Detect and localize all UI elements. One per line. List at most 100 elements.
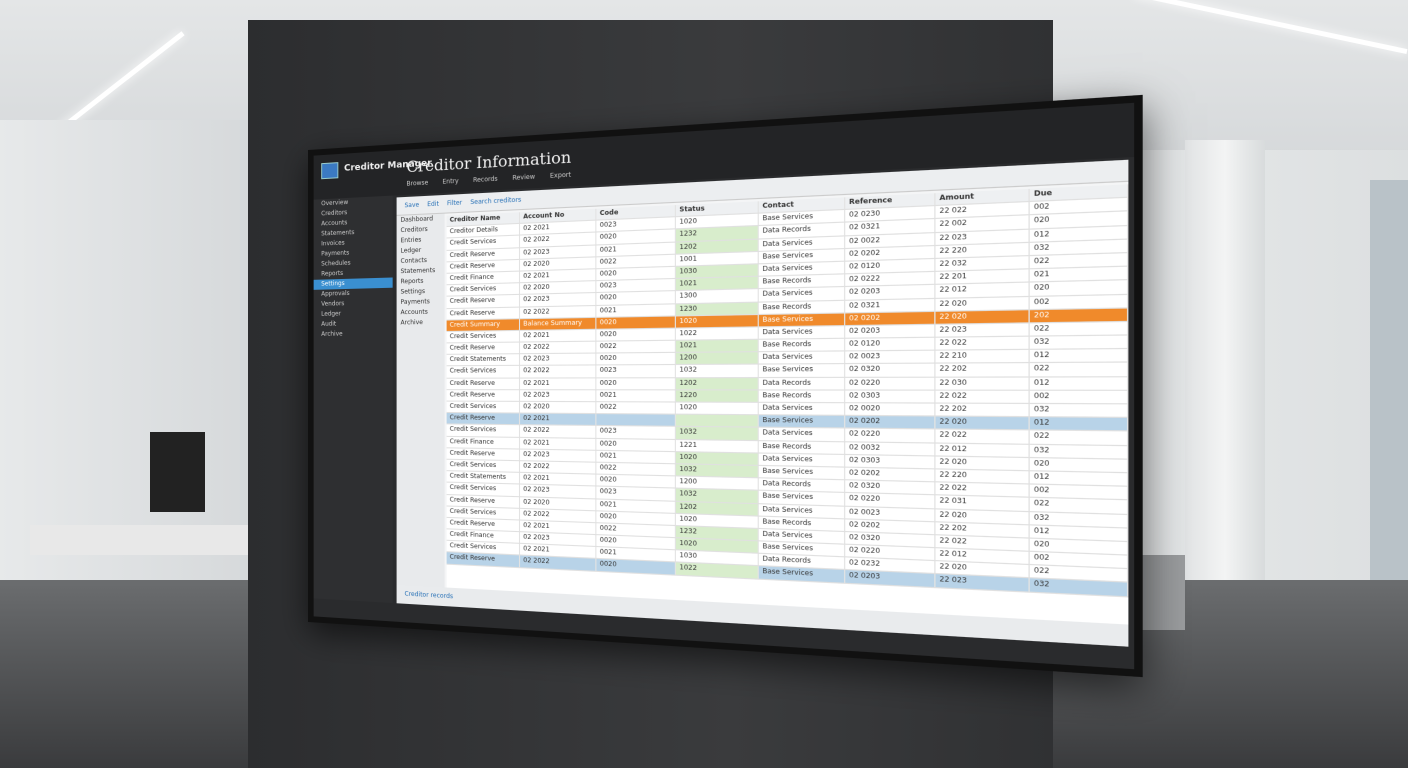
table-cell: 02 2022 bbox=[520, 365, 597, 378]
table-cell: 022 bbox=[1029, 363, 1129, 376]
table-cell: 0020 bbox=[596, 291, 676, 305]
table-cell: Base Services bbox=[758, 465, 846, 480]
table-cell: 22 030 bbox=[935, 377, 1030, 390]
table-cell bbox=[675, 414, 759, 427]
table-cell: Credit Reserve bbox=[446, 259, 521, 273]
table-cell: Data Services bbox=[758, 428, 846, 441]
tab-review[interactable]: Review bbox=[512, 173, 535, 182]
tab-records[interactable]: Records bbox=[472, 175, 498, 185]
table-cell: 22 201 bbox=[935, 269, 1030, 285]
window bbox=[1370, 180, 1408, 590]
table-cell: Data Services bbox=[758, 326, 846, 339]
toolbar-button[interactable]: Search creditors bbox=[470, 196, 522, 207]
table-cell: 02 0303 bbox=[845, 390, 936, 403]
table-cell: 012 bbox=[1029, 471, 1129, 486]
sidebar-item[interactable]: Archive bbox=[321, 330, 343, 338]
table-cell: Credit Services bbox=[446, 366, 521, 378]
table-cell: 02 2023 bbox=[520, 353, 597, 366]
table-cell: Credit Reserve bbox=[446, 448, 521, 461]
table-cell: 02 2022 bbox=[520, 305, 597, 318]
table-cell: 0020 bbox=[596, 438, 676, 451]
table-cell: 1020 bbox=[675, 451, 759, 465]
toolbar-button[interactable]: Save bbox=[404, 201, 420, 210]
table-cell: 22 012 bbox=[935, 282, 1030, 298]
table-cell: 22 022 bbox=[935, 482, 1030, 497]
table-cell: Data Services bbox=[758, 453, 846, 467]
table-cell: 02 2020 bbox=[520, 401, 597, 414]
table-cell: 021 bbox=[1029, 266, 1129, 282]
table-cell: Credit Finance bbox=[446, 271, 521, 285]
table-cell: 22 020 bbox=[935, 296, 1030, 311]
display-screen: Creditor Manager Creditor Information Br… bbox=[308, 94, 1143, 678]
table-cell: 202 bbox=[1029, 308, 1129, 323]
table-cell: 22 022 bbox=[935, 336, 1030, 350]
table-cell: 02 2023 bbox=[520, 293, 597, 307]
table-cell: Credit Reserve bbox=[446, 342, 521, 355]
table-cell: 22 210 bbox=[935, 350, 1030, 364]
table-cell: 022 bbox=[1029, 321, 1129, 336]
table-cell: Credit Services bbox=[446, 330, 521, 343]
table-cell: Credit Services bbox=[446, 424, 521, 437]
table-cell: 1001 bbox=[675, 251, 759, 266]
table-cell: 22 031 bbox=[935, 495, 1030, 511]
table-cell: 022 bbox=[1029, 430, 1129, 445]
table-cell: 0020 bbox=[596, 328, 676, 341]
data-table: Creditor Name Account No Code Status Contact… bbox=[446, 184, 1129, 647]
table-cell: 1230 bbox=[675, 302, 759, 316]
monitor bbox=[150, 432, 205, 512]
table-cell: 0022 bbox=[596, 254, 676, 269]
table-cell: 0020 bbox=[596, 559, 676, 575]
table-cell: 22 220 bbox=[935, 469, 1030, 484]
table-row[interactable]: Credit Reserve 02 2021 0020 1202 Data Record… bbox=[446, 376, 1129, 391]
table-cell: 02 0220 bbox=[845, 377, 936, 390]
table-cell: 02 0120 bbox=[845, 337, 936, 351]
table-cell: 02 2023 bbox=[520, 390, 597, 402]
tab-browse[interactable]: Browse bbox=[406, 179, 429, 188]
tab-export[interactable]: Export bbox=[549, 171, 572, 180]
table-cell: 02 0220 bbox=[845, 493, 936, 508]
table-cell: 032 bbox=[1029, 444, 1129, 459]
table-cell: 02 2023 bbox=[520, 449, 597, 462]
table-cell: Base Services bbox=[758, 415, 846, 428]
table-cell: Data Records bbox=[758, 377, 846, 390]
table-cell: 022 bbox=[1029, 498, 1129, 514]
nav-item[interactable]: Archive bbox=[400, 318, 423, 327]
table-cell: 02 0320 bbox=[845, 364, 936, 377]
table-cell: Data Services bbox=[758, 261, 846, 276]
table-cell: Credit Statements bbox=[446, 354, 521, 366]
table-cell: 02 2020 bbox=[520, 257, 597, 271]
table-cell: 1032 bbox=[675, 464, 759, 478]
table-cell: 02 2022 bbox=[520, 341, 597, 354]
table-cell: 012 bbox=[1029, 417, 1129, 431]
table-cell: 0022 bbox=[596, 402, 676, 414]
table-cell: 02 2022 bbox=[520, 425, 597, 438]
table-cell: Credit Services bbox=[446, 401, 521, 413]
table-cell: 02 0202 bbox=[845, 245, 936, 261]
table-row[interactable]: Credit Services 02 2022 0023 1032 Base Servi… bbox=[446, 363, 1129, 379]
table-cell: 02 2022 bbox=[520, 461, 597, 474]
table-cell: 1200 bbox=[675, 352, 759, 365]
table-cell: Base Services bbox=[758, 248, 846, 264]
table-cell: 22 022 bbox=[935, 390, 1030, 403]
table-cell: 22 022 bbox=[935, 429, 1030, 444]
table-cell: 02 0202 bbox=[845, 416, 936, 429]
table-cell: 02 0020 bbox=[845, 403, 936, 416]
table-cell: Credit Reserve bbox=[446, 378, 521, 389]
desk bbox=[30, 525, 250, 555]
table-cell: Base Records bbox=[758, 300, 846, 314]
toolbar-button[interactable]: Edit bbox=[427, 200, 439, 209]
table-cell: 22 032 bbox=[935, 256, 1030, 271]
table-cell: 0020 bbox=[596, 377, 676, 390]
table-cell: 0023 bbox=[596, 426, 676, 439]
table-cell: Credit Statements bbox=[446, 471, 521, 484]
table-cell: 012 bbox=[1029, 376, 1129, 390]
table-cell: 1030 bbox=[675, 264, 759, 279]
toolbar-button[interactable]: Filter bbox=[446, 199, 463, 208]
tab-entry[interactable]: Entry bbox=[442, 177, 459, 186]
table-cell bbox=[596, 414, 676, 427]
table-cell: Credit Finance bbox=[446, 436, 521, 449]
main-area: Save Edit Filter Search creditors Dashboard… bbox=[396, 159, 1129, 647]
table-cell: Data Services bbox=[758, 287, 846, 301]
table-cell: 22 023 bbox=[935, 323, 1030, 337]
table-cell: 0021 bbox=[596, 450, 676, 464]
